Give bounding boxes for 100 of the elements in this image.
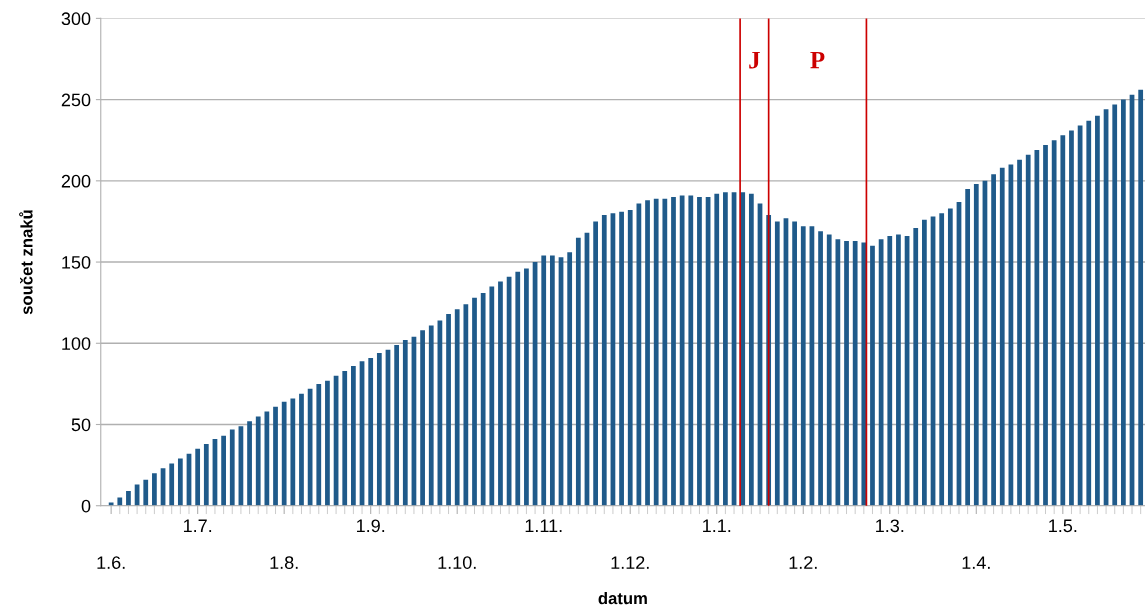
- bar: [619, 211, 624, 506]
- bar: [428, 325, 434, 506]
- bar: [627, 210, 633, 506]
- bar: [143, 479, 149, 506]
- bar: [1017, 159, 1022, 506]
- bar: [325, 380, 330, 506]
- bar: [351, 366, 356, 506]
- bar: [1086, 120, 1092, 506]
- bar: [264, 411, 270, 506]
- bar: [965, 188, 971, 506]
- bar: [273, 406, 278, 506]
- y-axis-title: součet znaků: [19, 210, 33, 315]
- bar: [316, 383, 322, 506]
- bar: [835, 239, 841, 506]
- bar: [281, 401, 287, 506]
- bar: [800, 226, 806, 506]
- x-axis-title: datum: [598, 592, 647, 605]
- bar: [152, 473, 157, 506]
- bar: [376, 353, 382, 506]
- bar: [498, 281, 503, 506]
- y-tick-label: 100: [62, 337, 91, 350]
- x-tick-label: 1.9.: [357, 519, 385, 533]
- x-tick-label: 1.12.: [611, 556, 649, 569]
- x-tick-label: 1.3.: [876, 519, 904, 533]
- bar: [818, 231, 823, 506]
- x-tick-label: 1.6.: [97, 556, 125, 569]
- bar: [645, 200, 650, 506]
- bar: [472, 297, 477, 506]
- bar: [229, 429, 235, 506]
- bar: [688, 195, 694, 506]
- bar: [169, 463, 175, 506]
- bar: [878, 239, 884, 506]
- bar: [1095, 115, 1100, 506]
- bar: [1060, 135, 1066, 506]
- x-tick-label: 1.7.: [183, 519, 212, 532]
- bar: [524, 268, 529, 506]
- x-tick-label: 1.5.: [1049, 519, 1077, 533]
- bar: [368, 357, 374, 506]
- bar: [826, 234, 832, 506]
- y-tick-label: 250: [61, 93, 91, 107]
- bar: [973, 184, 979, 506]
- bar: [991, 174, 996, 506]
- y-tick-label: 200: [61, 174, 91, 188]
- bar: [221, 435, 226, 506]
- bar: [1069, 130, 1074, 506]
- bar: [420, 330, 425, 506]
- bar: [861, 242, 867, 506]
- bar: [247, 421, 252, 506]
- bar: [108, 502, 114, 506]
- bar: [601, 214, 607, 506]
- bar: [177, 458, 183, 506]
- bar: [541, 255, 547, 506]
- bar: [887, 236, 893, 506]
- bar: [870, 245, 875, 506]
- y-tick-label: 50: [71, 418, 91, 432]
- bar: [454, 309, 460, 506]
- bar: [662, 198, 668, 506]
- annotation: P: [810, 51, 825, 69]
- bar: [515, 271, 521, 506]
- bar: [446, 314, 451, 506]
- bar: [203, 444, 209, 506]
- bar: [922, 219, 927, 506]
- bar: [299, 393, 304, 506]
- bar: [1051, 140, 1057, 506]
- x-tick-label: 1.8.: [270, 556, 298, 569]
- bar: [939, 213, 945, 506]
- bar: [844, 240, 849, 506]
- bar: [255, 416, 261, 506]
- bar: [723, 192, 728, 506]
- bar: [307, 388, 313, 506]
- x-tick-label: 1.2.: [789, 556, 817, 569]
- bar: [195, 448, 201, 506]
- bar: [463, 304, 469, 506]
- bar: [402, 340, 408, 506]
- bar: [671, 197, 676, 506]
- bar: [1043, 145, 1048, 506]
- annotation: J: [749, 51, 760, 69]
- bar: [774, 221, 780, 506]
- y-tick-label: 150: [62, 255, 91, 269]
- bar: [653, 198, 659, 506]
- bar: [913, 227, 919, 506]
- bar: [852, 240, 858, 506]
- bar: [1138, 89, 1144, 506]
- bar: [480, 292, 486, 506]
- bar: [489, 286, 495, 506]
- y-tick-label: 300: [61, 12, 91, 26]
- bar: [714, 193, 720, 506]
- bar: [679, 195, 685, 506]
- x-tick-label: 1.10.: [438, 556, 476, 569]
- bar: [126, 491, 131, 506]
- x-tick-label: 1.11.: [525, 519, 562, 532]
- bar: [394, 344, 400, 506]
- bar: [290, 398, 296, 506]
- bar: [575, 237, 581, 506]
- y-tick-label: 0: [81, 499, 91, 513]
- bar: [117, 497, 123, 506]
- x-tick-label: 1.4.: [962, 556, 990, 569]
- bar: [1034, 149, 1040, 506]
- x-tick-label: 1.1.: [703, 519, 731, 532]
- bar: [342, 370, 348, 506]
